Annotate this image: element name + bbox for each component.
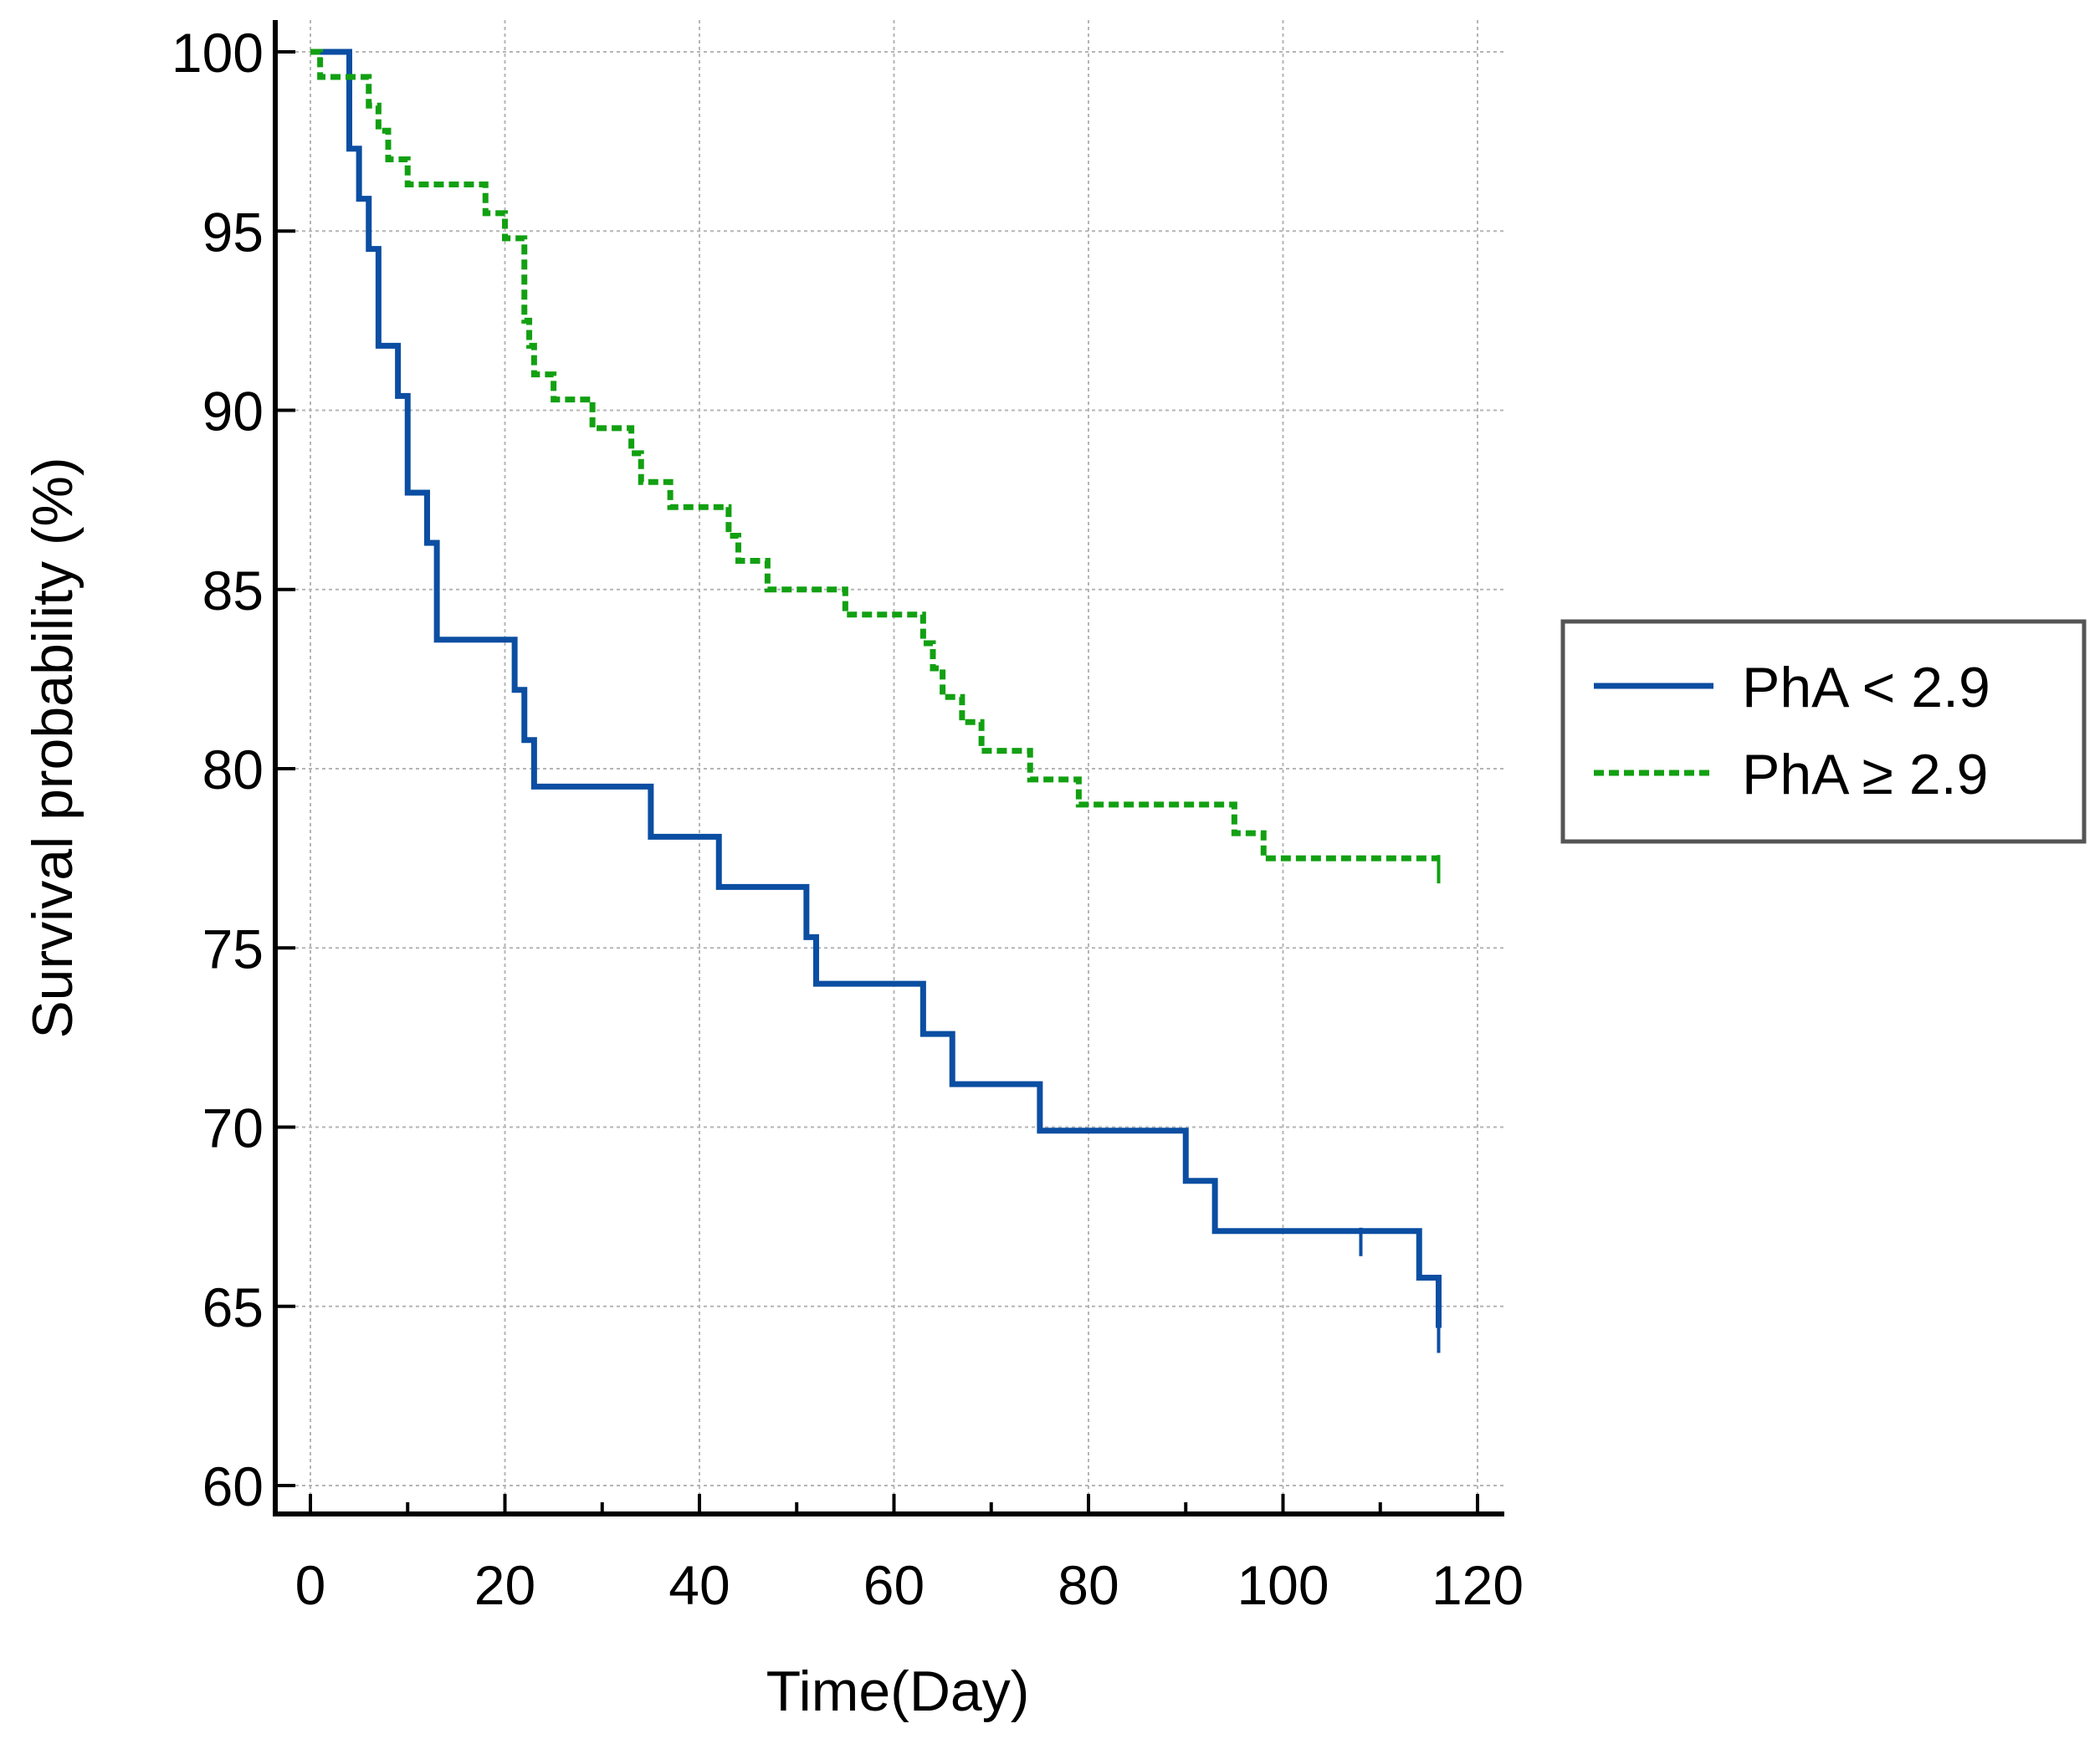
- grid-lines: [275, 20, 1504, 1514]
- y-tick-label: 95: [202, 201, 264, 263]
- y-tick-label: 100: [172, 22, 264, 84]
- legend-box: [1560, 619, 2087, 844]
- y-tick-label: 65: [202, 1276, 264, 1338]
- x-tick-label: 60: [863, 1554, 925, 1616]
- series-line-0: [310, 49, 1442, 1328]
- legend-label-pha-lt-2.9: PhA < 2.9: [1742, 656, 1990, 719]
- x-tick-label: 40: [668, 1554, 730, 1616]
- x-tick-label: 0: [295, 1554, 326, 1616]
- tick-labels: 60 65 70 75 80 85 90 95 100 0 20 40 60 80 100 120: [172, 22, 1524, 1616]
- x-tick-label: 20: [474, 1554, 535, 1616]
- y-tick-label: 80: [202, 739, 264, 800]
- x-tick-label: 100: [1237, 1554, 1329, 1616]
- x-tick-label: 120: [1432, 1554, 1524, 1616]
- y-tick-label: 60: [202, 1455, 264, 1517]
- axes: [273, 20, 1504, 1516]
- y-tick-label: 75: [202, 918, 264, 979]
- y-tick-label: 90: [202, 381, 264, 442]
- y-tick-label: 70: [202, 1097, 264, 1159]
- x-tick-label: 80: [1058, 1554, 1119, 1616]
- y-tick-label: 85: [202, 560, 264, 621]
- x-axis-title: Time(Day): [766, 1660, 1030, 1723]
- series-layer: [310, 49, 1442, 1353]
- legend: PhA < 2.9 PhA ≥ 2.9: [1560, 619, 2087, 844]
- y-axis-title: Survival probability (%): [21, 457, 85, 1038]
- legend-label-pha-ge-2.9: PhA ≥ 2.9: [1742, 743, 1988, 806]
- series-line-1: [310, 49, 1439, 862]
